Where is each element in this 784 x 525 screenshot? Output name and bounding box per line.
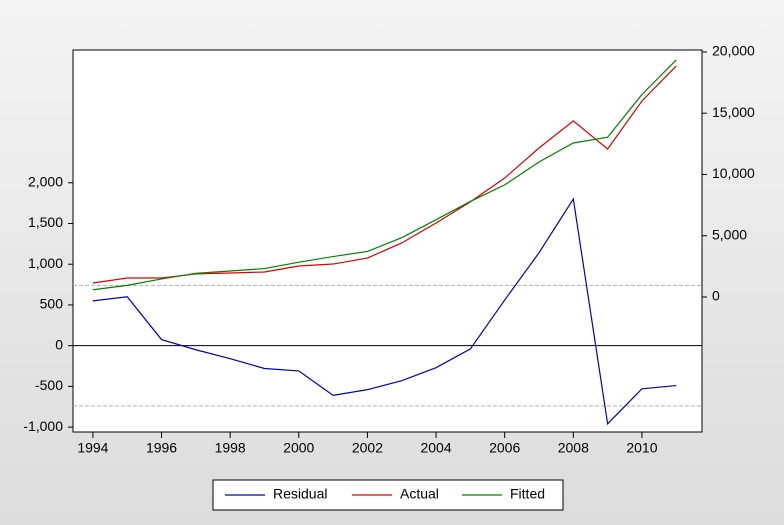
y2-tick-label: 15,000 (712, 104, 755, 120)
legend-label: Residual (273, 486, 327, 502)
series-line (92, 59, 677, 291)
y2-tick-label: 20,000 (712, 43, 755, 59)
y-tick-label: -1,000 (23, 418, 63, 434)
x-tick-label: 2000 (283, 440, 314, 456)
x-tick-label: 1998 (215, 440, 246, 456)
y-tick-label: 2,000 (28, 173, 63, 189)
y-tick-label: 1,500 (28, 214, 63, 230)
y-tick-label: 0 (55, 336, 63, 352)
series-line (92, 197, 677, 426)
x-tick-label: 1996 (146, 440, 177, 456)
y2-tick-label: 5,000 (712, 226, 747, 242)
y2-tick-label: 0 (712, 288, 720, 304)
y-tick-label: 500 (40, 296, 64, 312)
x-tick-label: 1994 (77, 440, 108, 456)
x-tick-label: 2002 (352, 440, 383, 456)
legend-label: Actual (400, 486, 439, 502)
legend-label: Fitted (510, 486, 545, 502)
y-tick-label: -500 (35, 377, 63, 393)
plot-area (72, 49, 703, 433)
y2-tick-label: 10,000 (712, 165, 755, 181)
x-tick-label: 2010 (626, 440, 657, 456)
x-tick-label: 2004 (420, 440, 451, 456)
y-tick-label: 1,000 (28, 255, 63, 271)
x-tick-label: 2008 (558, 440, 589, 456)
x-tick-label: 2006 (489, 440, 520, 456)
